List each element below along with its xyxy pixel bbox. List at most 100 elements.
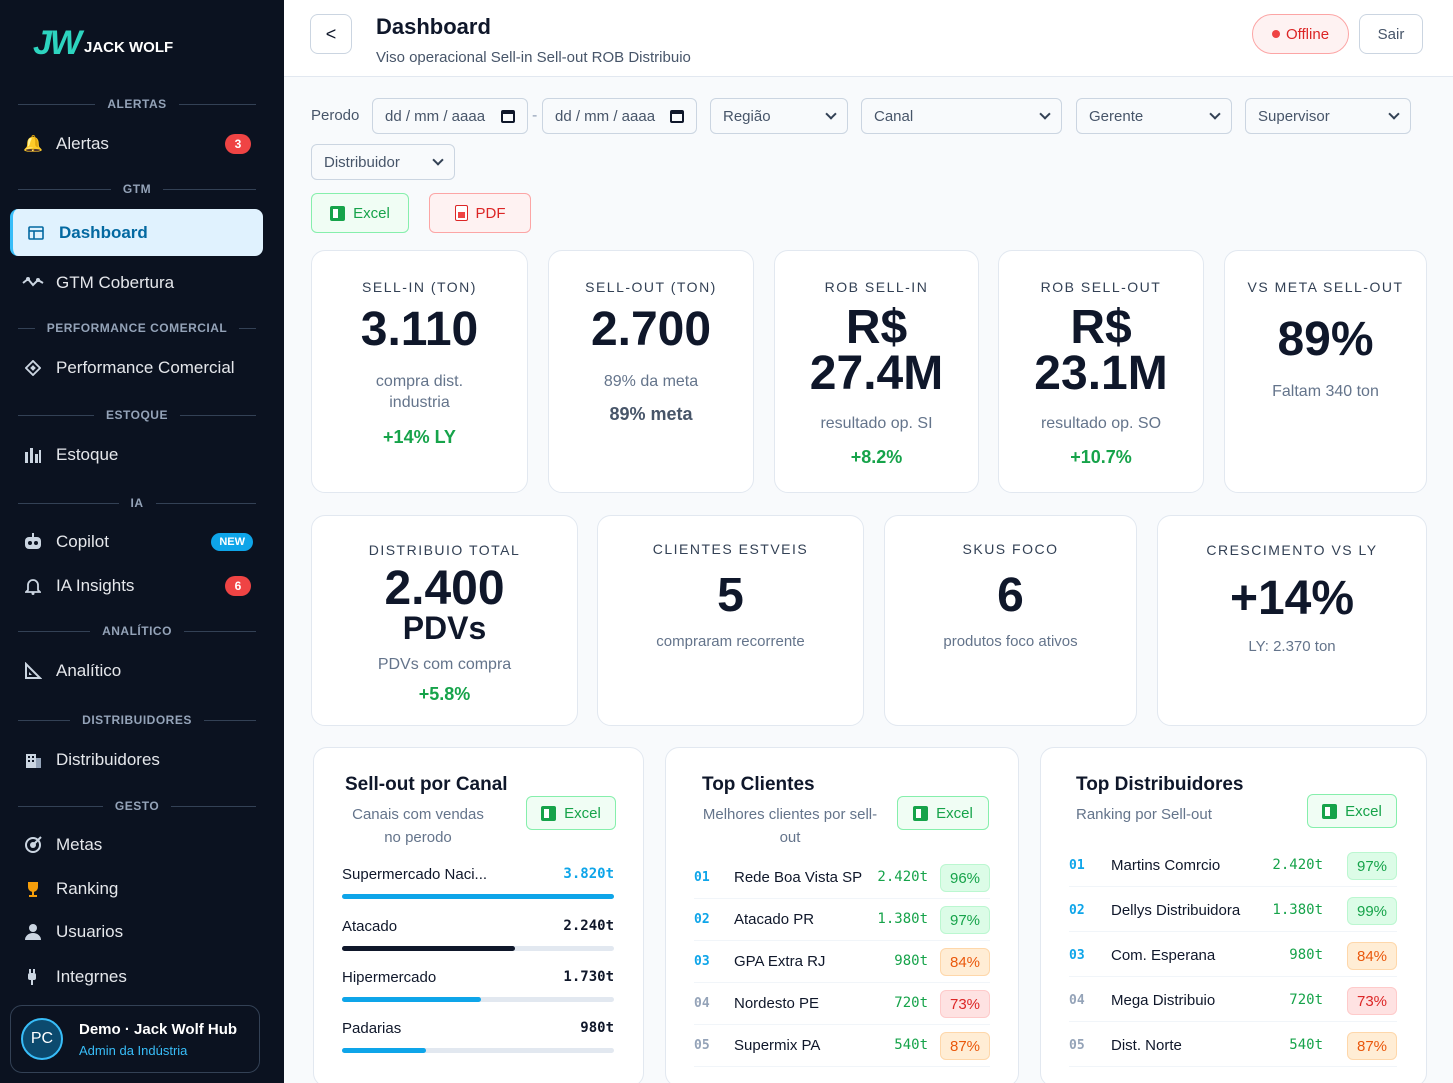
kpi-sub: resultado op. SI xyxy=(820,415,933,432)
sidebar-item-alertas[interactable]: 🔔 Alertas 3 xyxy=(10,122,263,166)
section-label: ESTOQUE xyxy=(106,408,168,422)
pdf-icon xyxy=(454,205,468,221)
sidebar-item-ranking[interactable]: Ranking xyxy=(10,867,263,911)
sidebar-item-analitico[interactable]: Analítico xyxy=(10,649,263,693)
rank-name: Rede Boa Vista SP xyxy=(734,869,863,886)
export-excel-button[interactable]: Excel xyxy=(311,193,409,233)
select-value: Distribuidor xyxy=(324,153,400,171)
target-icon xyxy=(22,834,44,856)
logout-button[interactable]: Sair xyxy=(1359,14,1423,54)
brand-logo[interactable]: JW JACK WOLF xyxy=(33,26,173,60)
kpi-sub: compraram recorrente xyxy=(656,633,805,650)
kpi-sub: PDVs com compra xyxy=(377,656,512,673)
page-title: Dashboard xyxy=(376,14,491,39)
section-estoque: ESTOQUE xyxy=(18,408,256,422)
panel-excel-button[interactable]: Excel xyxy=(897,796,989,830)
rank-percent-badge: 97% xyxy=(1347,852,1397,880)
ranking-row[interactable]: 05 Dist. Norte 540t 87% xyxy=(1069,1025,1397,1067)
chevron-down-icon xyxy=(1209,108,1221,120)
plug-icon xyxy=(22,966,44,988)
rank-name: Nordesto PE xyxy=(734,995,820,1012)
sidebar-item-distribuidores[interactable]: Distribuidores xyxy=(10,738,263,782)
channel-progress-track xyxy=(342,997,614,1002)
sidebar-item-metas[interactable]: Metas xyxy=(10,823,263,867)
section-performance: PERFORMANCE COMERCIAL xyxy=(18,321,256,335)
ranking-row[interactable]: 02 Dellys Distribuidora 1.380t 99% xyxy=(1069,890,1397,932)
date-start-input[interactable]: dd / mm / aaaa xyxy=(372,98,528,134)
kpi-label: VS META SELL-OUT xyxy=(1247,279,1404,295)
sidebar-item-integracoes[interactable]: Integrnes xyxy=(10,955,263,999)
rank-value: 540t xyxy=(894,1037,928,1053)
ranking-row[interactable]: 01 Rede Boa Vista SP 2.420t 96% xyxy=(694,857,990,899)
sidebar: JW JACK WOLF ALERTAS 🔔 Alertas 3 GTM Das… xyxy=(0,0,284,1083)
kpi-value: +14% xyxy=(1229,572,1355,625)
calendar-icon[interactable] xyxy=(670,109,684,123)
ranking-row[interactable]: 03 GPA Extra RJ 980t 84% xyxy=(694,941,990,983)
sidebar-item-usuarios[interactable]: Usuarios xyxy=(10,910,263,954)
insights-count-badge: 6 xyxy=(225,576,251,596)
connection-status-badge[interactable]: Offline xyxy=(1252,14,1349,54)
channel-row[interactable]: Hipermercado 1.730t xyxy=(342,969,614,1002)
ranking-row[interactable]: 01 Martins Comrcio 2.420t 97% xyxy=(1069,845,1397,887)
panel-excel-button[interactable]: Excel xyxy=(1307,794,1397,828)
panel-top-distribuidores: Top Distribuidores Ranking por Sell-out … xyxy=(1040,747,1427,1083)
trophy-icon xyxy=(22,878,44,900)
kpi-value-currency: R$ xyxy=(845,301,908,354)
section-label: ALERTAS xyxy=(107,97,167,111)
sidebar-item-performance[interactable]: Performance Comercial xyxy=(10,346,263,390)
rank-name: Atacado PR xyxy=(734,911,815,928)
ranking-row[interactable]: 04 Nordesto PE 720t 73% xyxy=(694,983,990,1025)
rank-value: 720t xyxy=(1289,992,1323,1008)
channel-row[interactable]: Supermercado Naci... 3.820t xyxy=(342,866,614,899)
sidebar-item-estoque[interactable]: Estoque xyxy=(10,433,263,477)
bell-icon: 🔔 xyxy=(23,136,43,153)
rank-percent-badge: 87% xyxy=(940,1032,990,1060)
sidebar-item-label: Ranking xyxy=(56,879,119,898)
channel-row[interactable]: Atacado 2.240t xyxy=(342,918,614,951)
section-label: PERFORMANCE COMERCIAL xyxy=(46,321,228,335)
channel-name: Supermercado Naci... xyxy=(342,866,488,883)
kpi-value: 5 xyxy=(717,569,744,622)
kpi-card-rob-sell-in: ROB SELL-IN R$ 27.4M resultado op. SI +8… xyxy=(774,250,979,493)
sidebar-item-label: Analítico xyxy=(56,661,122,680)
user-profile-card[interactable]: PC Demo · Jack Wolf Hub Admin da Indústr… xyxy=(10,1005,260,1073)
panel-subtitle: Ranking por Sell-out xyxy=(1076,806,1212,823)
export-pdf-button[interactable]: PDF xyxy=(429,193,531,233)
section-distribuidores: DISTRIBUIDORES xyxy=(18,713,256,727)
sidebar-item-ia-insights[interactable]: IA Insights 6 xyxy=(10,564,263,608)
distribuidor-select[interactable]: Distribuidor xyxy=(311,144,455,180)
date-placeholder: dd / mm / aaaa xyxy=(555,107,656,125)
panel-subtitle: Melhores clientes por sell- out xyxy=(696,803,884,849)
sidebar-item-gtm-cobertura[interactable]: GTM Cobertura xyxy=(10,261,263,305)
kpi-sub: Faltam 340 ton xyxy=(1272,383,1379,400)
ranking-row[interactable]: 05 Supermix PA 540t 87% xyxy=(694,1025,990,1067)
chevron-down-icon xyxy=(825,108,837,120)
kpi-trend: +14% LY xyxy=(383,427,456,447)
gerente-select[interactable]: Gerente xyxy=(1076,98,1232,134)
button-label: Excel xyxy=(1345,802,1382,820)
calendar-icon[interactable] xyxy=(501,109,515,123)
regiao-select[interactable]: Região xyxy=(710,98,848,134)
kpi-card-vs-meta: VS META SELL-OUT 89% Faltam 340 ton xyxy=(1224,250,1427,493)
section-label: GTM xyxy=(122,182,152,196)
channel-progress-track xyxy=(342,1048,614,1053)
sidebar-item-copilot[interactable]: Copilot NEW xyxy=(10,520,263,564)
rank-percent-badge: 96% xyxy=(940,864,990,892)
ranking-row[interactable]: 03 Com. Esperana 980t 84% xyxy=(1069,935,1397,977)
sidebar-item-dashboard[interactable]: Dashboard xyxy=(10,209,263,256)
canal-select[interactable]: Canal xyxy=(861,98,1062,134)
date-end-input[interactable]: dd / mm / aaaa xyxy=(542,98,697,134)
channel-name: Hipermercado xyxy=(342,969,437,986)
supervisor-select[interactable]: Supervisor xyxy=(1245,98,1411,134)
kpi-trend: +5.8% xyxy=(418,684,471,704)
rank-number: 04 xyxy=(694,996,710,1011)
panel-excel-button[interactable]: Excel xyxy=(526,796,616,830)
ranking-row[interactable]: 02 Atacado PR 1.380t 97% xyxy=(694,899,990,941)
channel-progress-track xyxy=(342,894,614,899)
channel-row[interactable]: Padarias 980t xyxy=(342,1020,614,1053)
kpi-label: SELL-OUT (TON) xyxy=(585,279,717,295)
rank-number: 02 xyxy=(694,912,710,927)
ranking-row[interactable]: 04 Mega Distribuio 720t 73% xyxy=(1069,980,1397,1022)
back-button[interactable]: < xyxy=(310,14,352,54)
rank-value: 2.420t xyxy=(877,869,928,885)
